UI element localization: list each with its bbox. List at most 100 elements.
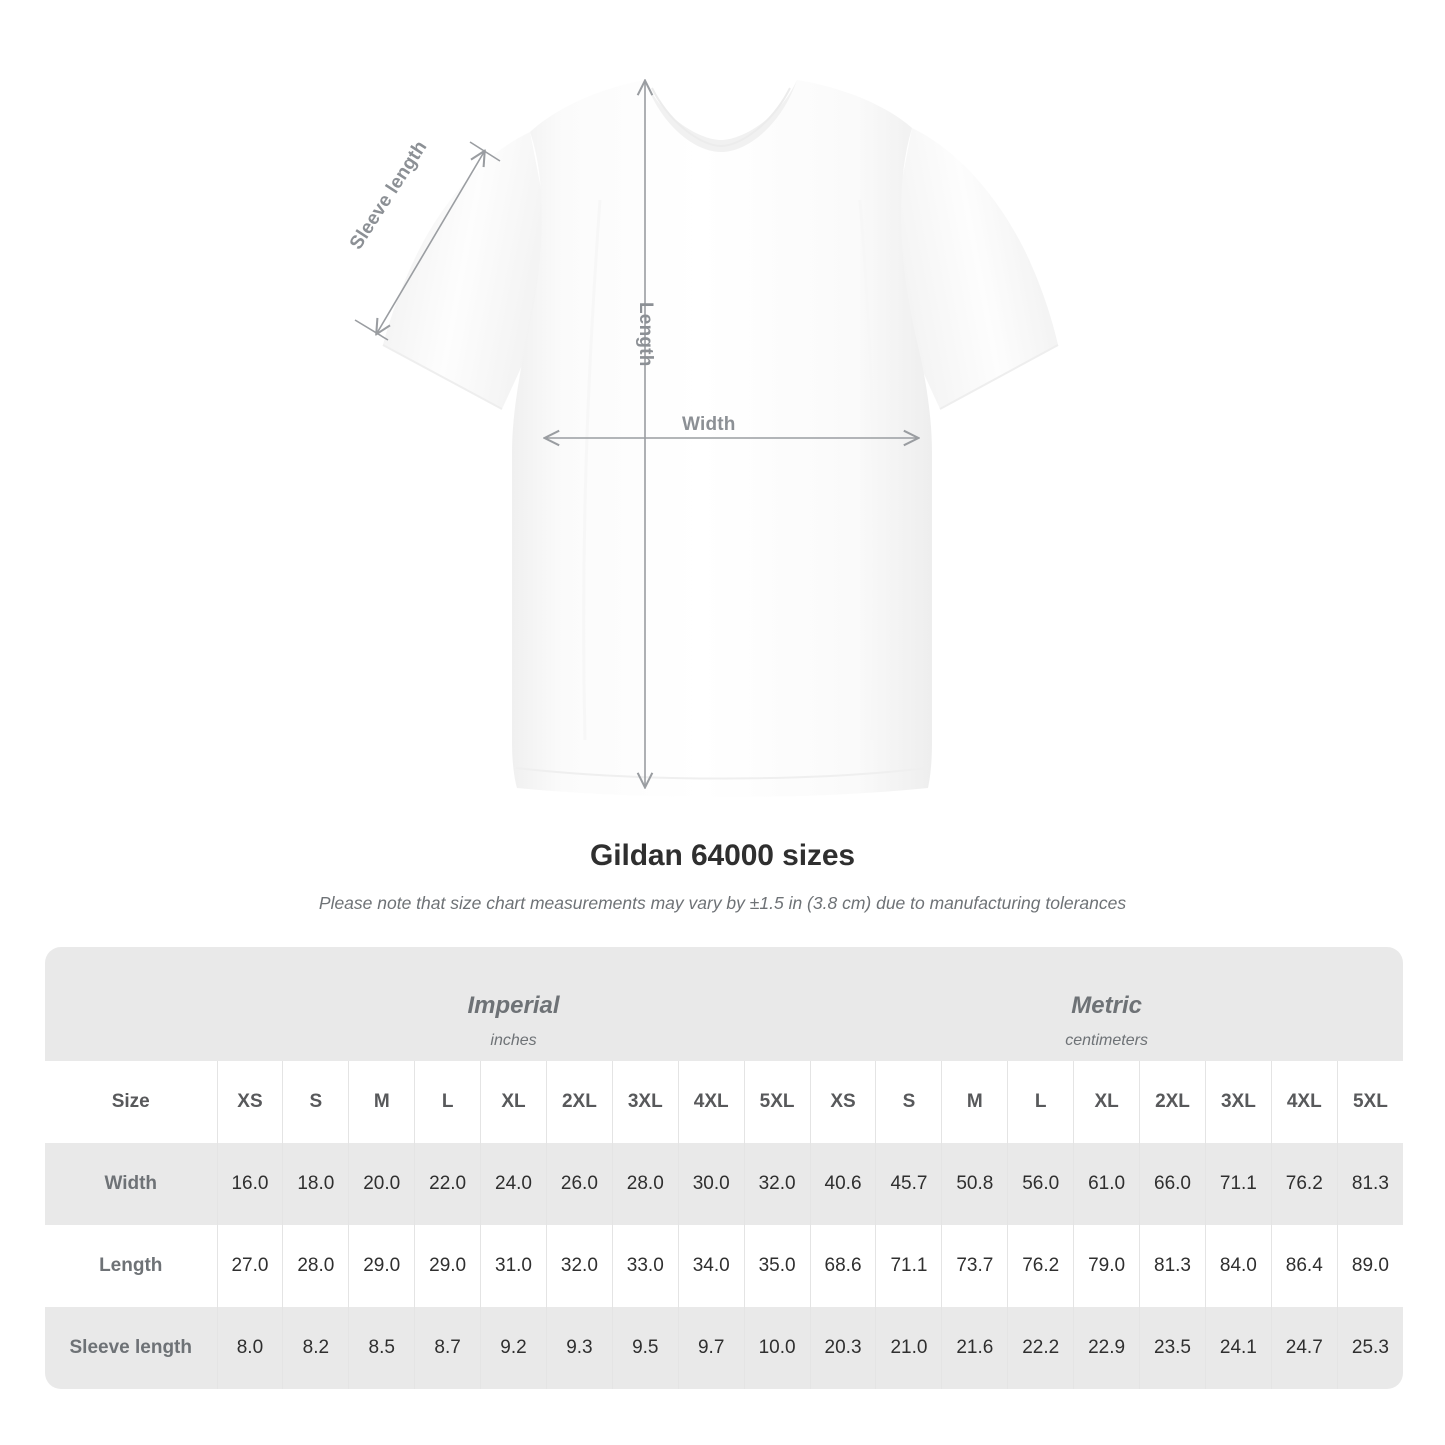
unit-banner-row: Imperial inches Metric centimeters [45,947,1404,1061]
cell-sleeve-length-metric-l: 22.2 [1007,1307,1074,1389]
cell-length-metric-5xl: 89.0 [1336,1225,1404,1307]
header-size-xl-imperial: XL [480,1061,547,1143]
unit-banner-spacer [45,947,217,1061]
cell-width-imperial-s: 18.0 [282,1143,349,1225]
cell-width-metric-2xl: 66.0 [1139,1143,1206,1225]
cell-length-imperial-xl: 31.0 [480,1225,547,1307]
cell-width-imperial-m: 20.0 [348,1143,415,1225]
cell-length-imperial-2xl: 32.0 [545,1225,613,1307]
header-size-xs-imperial: XS [216,1061,283,1143]
header-size-l-metric: L [1007,1061,1074,1143]
sleeve-tick-bottom [354,319,389,341]
cell-width-metric-4xl: 76.2 [1270,1143,1338,1225]
left-sleeve-hem [382,344,503,410]
row-label-width: Width [45,1143,217,1225]
cell-length-imperial-s: 28.0 [282,1225,349,1307]
header-size-l-imperial: L [414,1061,481,1143]
cell-length-metric-s: 71.1 [875,1225,942,1307]
cell-width-imperial-2xl: 26.0 [545,1143,613,1225]
table-header-row: Size XS S M L XL 2XL 3XL 4XL 5XL XS S M L XL 2XL 3XL 4XL 5… [45,1061,1404,1143]
cell-length-metric-3xl: 84.0 [1204,1225,1272,1307]
cell-sleeve-length-metric-3xl: 24.1 [1204,1307,1272,1389]
title-block: Gildan 64000 sizes Please note that size… [0,838,1445,914]
cell-sleeve-length-metric-m: 21.6 [941,1307,1008,1389]
cell-sleeve-length-imperial-m: 8.5 [348,1307,415,1389]
cell-length-imperial-4xl: 34.0 [677,1225,745,1307]
cell-sleeve-length-imperial-2xl: 9.3 [545,1307,613,1389]
cell-width-imperial-xs: 16.0 [216,1143,283,1225]
unit-group-metric: Metric centimeters [810,947,1404,1061]
tshirt-diagram: Sleeve length Length Width [346,0,1059,797]
cell-length-metric-2xl: 81.3 [1139,1225,1206,1307]
cell-width-metric-xs: 40.6 [809,1143,876,1225]
header-size-xs-metric: XS [809,1061,876,1143]
table-row: Sleeve length 8.0 8.2 8.5 8.7 9.2 9.3 9.5 9.7 10.… [45,1307,1404,1389]
unit-group-name: Metric [1071,992,1142,1019]
page-subtitle: Please note that size chart measurements… [318,893,1127,913]
cell-width-imperial-4xl: 30.0 [677,1143,745,1225]
cell-length-imperial-m: 29.0 [348,1225,415,1307]
cell-width-imperial-3xl: 28.0 [611,1143,679,1225]
collar-ring [645,80,797,152]
length-label: Length [635,302,656,367]
cell-length-imperial-5xl: 35.0 [743,1225,811,1307]
header-size-4xl-metric: 4XL [1270,1061,1338,1143]
header-size-m-metric: M [941,1061,1008,1143]
cell-sleeve-length-imperial-xs: 8.0 [216,1307,283,1389]
unit-group-sublabel: inches [490,1032,537,1049]
header-size-5xl-metric: 5XL [1336,1061,1404,1143]
header-size-s-imperial: S [282,1061,349,1143]
cell-sleeve-length-metric-5xl: 25.3 [1336,1307,1404,1389]
sleeve-length-arrow [377,152,484,333]
header-size-s-metric: S [875,1061,942,1143]
page-title: Gildan 64000 sizes [589,839,856,872]
unit-group-imperial: Imperial inches [217,947,811,1061]
cell-sleeve-length-imperial-l: 8.7 [414,1307,481,1389]
cell-length-metric-xl: 79.0 [1073,1225,1140,1307]
cell-width-metric-3xl: 71.1 [1204,1143,1272,1225]
row-label-length: Length [45,1225,217,1307]
right-sleeve-hem [939,344,1059,410]
header-size-m-imperial: M [348,1061,415,1143]
measurement-arrows [354,82,917,786]
cell-width-imperial-l: 22.0 [414,1143,481,1225]
cell-sleeve-length-metric-s: 21.0 [875,1307,942,1389]
header-size-xl-metric: XL [1073,1061,1140,1143]
cell-sleeve-length-metric-4xl: 24.7 [1270,1307,1338,1389]
right-sleeve [882,128,1058,409]
cell-length-imperial-l: 29.0 [414,1225,481,1307]
cell-sleeve-length-imperial-5xl: 10.0 [743,1307,811,1389]
sleeve-tick-top [469,141,501,162]
cell-sleeve-length-imperial-3xl: 9.5 [611,1307,679,1389]
cell-width-metric-s: 45.7 [875,1143,942,1225]
cell-width-metric-5xl: 81.3 [1336,1143,1404,1225]
cell-length-metric-l: 76.2 [1007,1225,1074,1307]
cell-sleeve-length-metric-xs: 20.3 [809,1307,876,1389]
size-chart-table-wrapper: Imperial inches Metric centimeters Size XS S M L… [45,947,1404,1389]
cell-width-imperial-xl: 24.0 [480,1143,547,1225]
table-row: Width 16.0 18.0 20.0 22.0 24.0 26.0 28.0 30.0 32.… [45,1143,1404,1225]
header-size-2xl-metric: 2XL [1139,1061,1206,1143]
size-chart-table: Imperial inches Metric centimeters Size XS S M L… [45,947,1404,1389]
header-size-5xl-imperial: 5XL [743,1061,811,1143]
tshirt-illustration [354,0,1059,797]
unit-group-name: Imperial [467,992,560,1019]
cell-width-metric-m: 50.8 [941,1143,1008,1225]
cell-length-imperial-xs: 27.0 [216,1225,283,1307]
cell-width-metric-xl: 61.0 [1073,1143,1140,1225]
cell-width-imperial-5xl: 32.0 [743,1143,811,1225]
cell-length-metric-xs: 68.6 [809,1225,876,1307]
cell-sleeve-length-metric-2xl: 23.5 [1139,1307,1206,1389]
unit-group-sublabel: centimeters [1065,1032,1148,1049]
header-size-4xl-imperial: 4XL [677,1061,745,1143]
cell-sleeve-length-imperial-xl: 9.2 [480,1307,547,1389]
table-row: Length 27.0 28.0 29.0 29.0 31.0 32.0 33.0 34.0 35… [45,1225,1404,1307]
header-size-3xl-imperial: 3XL [611,1061,679,1143]
cell-sleeve-length-imperial-4xl: 9.7 [677,1307,745,1389]
collar-seam [651,87,791,148]
hem-seam [515,767,929,780]
header-size-label: Size [45,1061,217,1143]
cell-length-metric-4xl: 86.4 [1270,1225,1338,1307]
cell-sleeve-length-metric-xl: 22.9 [1073,1307,1140,1389]
width-label: Width [682,414,736,435]
